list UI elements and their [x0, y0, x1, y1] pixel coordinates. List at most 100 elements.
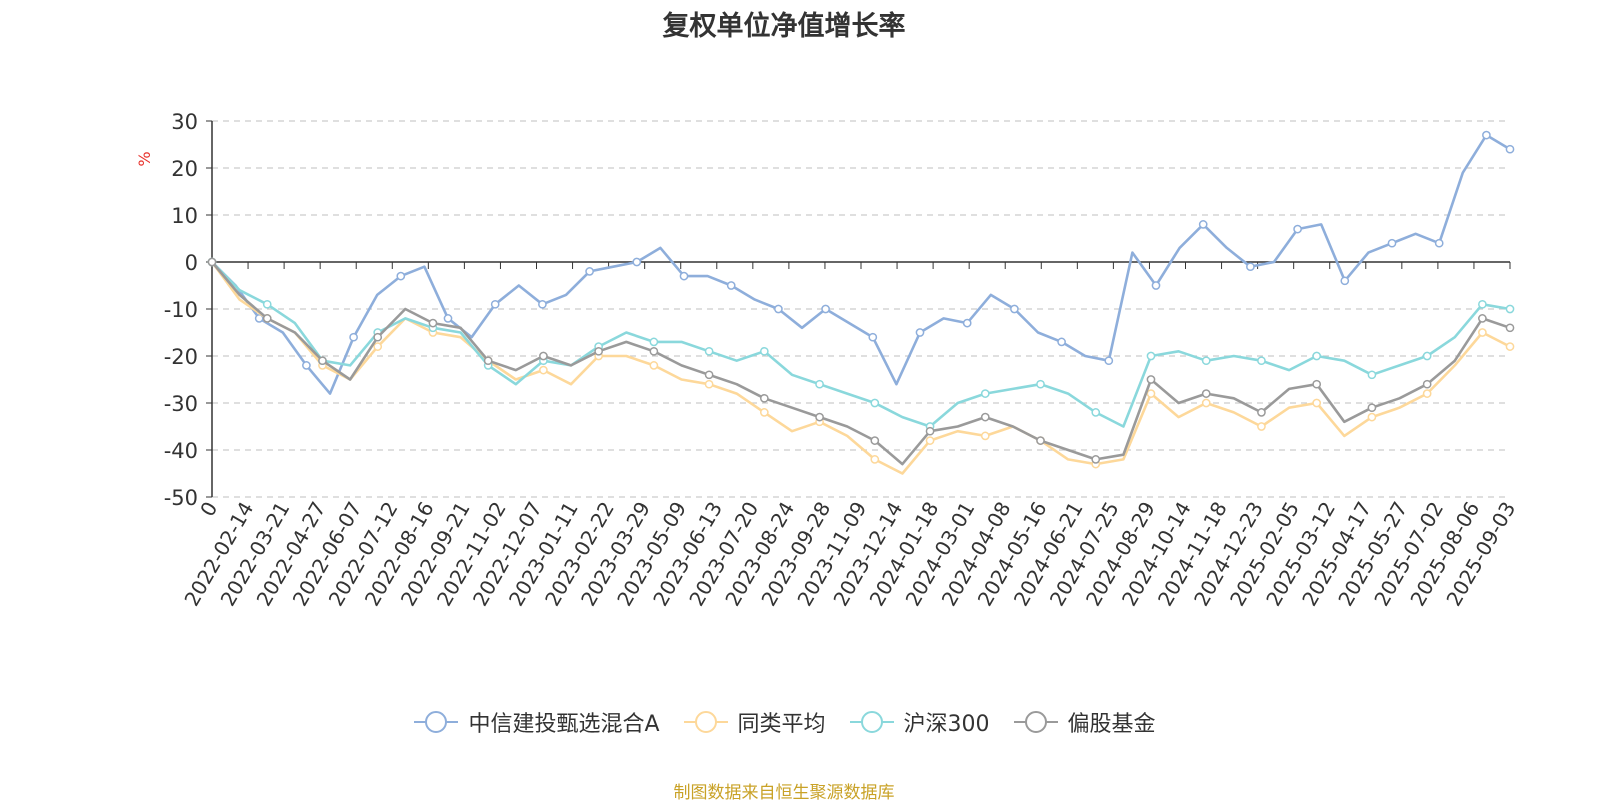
series-point [1312, 351, 1322, 361]
series-point [980, 389, 990, 398]
data-source-note: 制图数据来自恒生聚源数据库 [673, 783, 895, 803]
series-point [925, 426, 935, 436]
series-point [1478, 328, 1487, 337]
series-line-0 [211, 133, 1511, 395]
y-axis-unit: % [135, 151, 154, 166]
series-point [759, 393, 769, 403]
series-point [1505, 323, 1515, 333]
series-point [1478, 314, 1487, 323]
series-point [980, 412, 990, 422]
series-point [1293, 224, 1302, 234]
legend-item-fund[interactable]: 中信建投甄选混合A [412, 706, 660, 738]
series-point [262, 314, 272, 323]
y-tick-label: 20 [171, 157, 198, 181]
series-point [1505, 342, 1515, 351]
series-point [262, 299, 272, 309]
series-point [1422, 389, 1432, 398]
chart-title: 复权单位净值增长率 [662, 11, 906, 42]
series-lines [207, 130, 1515, 475]
series-point [1201, 356, 1211, 366]
series-point [594, 346, 603, 356]
series-point [373, 332, 383, 342]
series-point [1146, 375, 1156, 384]
series-point [254, 314, 264, 323]
legend-marker-icon [1013, 711, 1058, 733]
series-point [1010, 304, 1019, 314]
series-point [1312, 398, 1322, 408]
series-point [1246, 262, 1255, 272]
series-point [679, 271, 689, 281]
legend-label: 沪深300 [903, 712, 990, 737]
series-point [1104, 356, 1114, 366]
series-point [207, 257, 217, 267]
series-point [373, 342, 383, 351]
series-point [649, 346, 659, 356]
series-point [1146, 351, 1156, 361]
series-point [649, 337, 659, 347]
series-point [704, 379, 714, 389]
series-point [539, 365, 548, 375]
series-point [821, 304, 830, 314]
series-point [1434, 238, 1444, 248]
chart-plot-area: 3020100-10-20-30-40-5002022-02-142022-03… [135, 110, 1520, 610]
series-point [1091, 408, 1101, 417]
series-point [1387, 238, 1397, 248]
legend-item-csi300[interactable]: 沪深300 [848, 706, 990, 738]
y-tick-label: -10 [164, 298, 198, 322]
legend-marker-icon [683, 711, 728, 733]
series-point [1057, 337, 1066, 347]
series-point [915, 328, 925, 337]
series-point [704, 346, 714, 356]
series-line-2 [211, 261, 1511, 428]
series-point [1312, 379, 1322, 389]
series-point [1505, 144, 1515, 154]
series-point [1151, 281, 1161, 290]
legend-label: 偏股基金 [1067, 712, 1156, 737]
series-point [649, 361, 659, 370]
y-tick-label: -30 [164, 392, 198, 416]
series-point [1146, 389, 1156, 398]
series-point [1478, 299, 1487, 309]
series-point [774, 304, 783, 314]
legend-label: 同类平均 [737, 712, 826, 737]
legend-marker-icon [414, 711, 459, 733]
series-point [443, 314, 453, 323]
series-point [815, 412, 824, 422]
series-point [870, 455, 880, 464]
series-point [1091, 455, 1101, 464]
series-line-1 [210, 261, 1511, 475]
series-point [1201, 398, 1211, 408]
y-tick-label: 10 [171, 204, 198, 228]
y-tick-label: 0 [185, 251, 198, 275]
series-point [396, 271, 406, 281]
series-point [980, 431, 990, 441]
series-point [1367, 412, 1377, 422]
series-point [1482, 130, 1491, 140]
series-point [1505, 304, 1515, 314]
series-point [490, 299, 500, 309]
series-point [1257, 422, 1266, 431]
y-tick-label: 30 [171, 110, 198, 134]
legend-marker-icon [849, 711, 894, 733]
legend-item-peer-average[interactable]: 同类平均 [682, 706, 826, 738]
series-point [318, 356, 327, 366]
series-point [1201, 389, 1211, 398]
chart-legend: 中信建投甄选混合A 同类平均 沪深300 偏股基金 [0, 706, 1568, 738]
series-point [815, 379, 824, 389]
series-point [1198, 220, 1208, 229]
series-point [759, 346, 769, 356]
series-point [962, 318, 972, 328]
series-point [428, 318, 438, 328]
series-point [1340, 276, 1350, 286]
series-point [870, 398, 880, 408]
series-point [538, 299, 547, 309]
legend-item-equity-fund[interactable]: 偏股基金 [1012, 706, 1156, 738]
grid-lines [212, 120, 1510, 498]
series-point [726, 281, 736, 290]
y-tick-label: -40 [164, 439, 198, 463]
series-point [1367, 403, 1377, 413]
series-point [870, 436, 880, 445]
series-point [704, 370, 714, 380]
series-line-3 [211, 261, 1511, 466]
series-point [868, 332, 878, 342]
